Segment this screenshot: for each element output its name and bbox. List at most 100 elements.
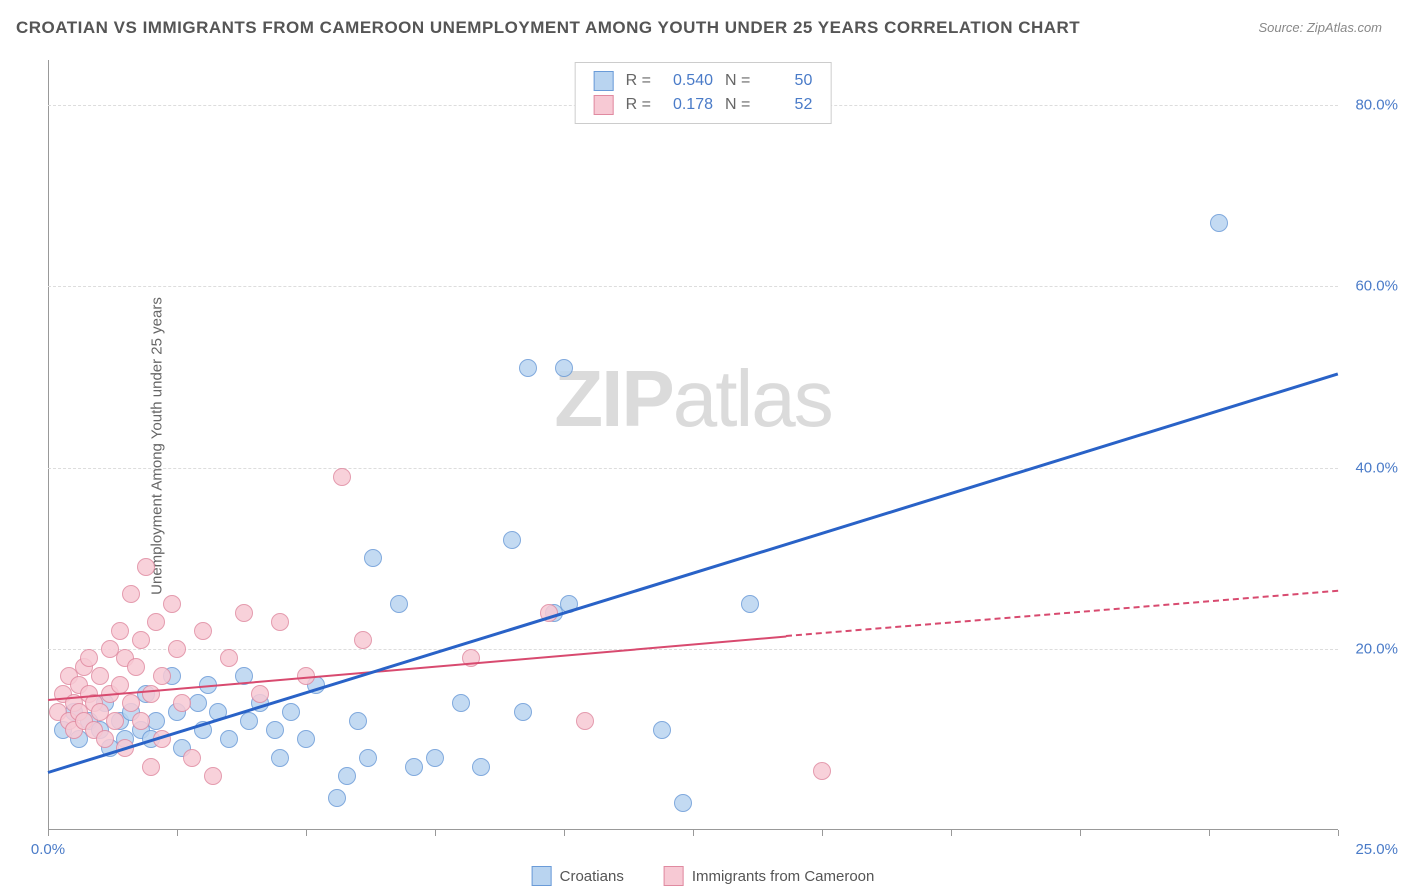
data-point — [282, 703, 300, 721]
data-point — [674, 794, 692, 812]
data-point — [426, 749, 444, 767]
x-tick-label: 0.0% — [31, 841, 65, 858]
data-point — [1210, 214, 1228, 232]
data-point — [220, 649, 238, 667]
gridline — [48, 286, 1338, 287]
data-point — [555, 359, 573, 377]
y-tick-label: 80.0% — [1343, 97, 1398, 114]
data-point — [328, 789, 346, 807]
data-point — [80, 649, 98, 667]
data-point — [452, 694, 470, 712]
y-tick-label: 40.0% — [1343, 459, 1398, 476]
data-point — [189, 694, 207, 712]
data-point — [204, 767, 222, 785]
data-point — [122, 585, 140, 603]
data-point — [271, 613, 289, 631]
data-point — [163, 595, 181, 613]
data-point — [349, 712, 367, 730]
plot-area: ZIPatlas 20.0%40.0%60.0%80.0%0.0%25.0% — [48, 60, 1338, 830]
data-point — [137, 558, 155, 576]
data-point — [364, 549, 382, 567]
n-label: N = — [725, 69, 750, 93]
r-value-2: 0.178 — [663, 93, 713, 117]
data-point — [147, 613, 165, 631]
data-point — [168, 640, 186, 658]
x-tick-mark — [822, 830, 823, 836]
stats-legend-box: R = 0.540 N = 50 R = 0.178 N = 52 — [575, 62, 832, 124]
data-point — [271, 749, 289, 767]
x-tick-mark — [1338, 830, 1339, 836]
n-value-1: 50 — [762, 69, 812, 93]
x-tick-mark — [1080, 830, 1081, 836]
y-tick-label: 20.0% — [1343, 640, 1398, 657]
gridline — [48, 649, 1338, 650]
data-point — [741, 595, 759, 613]
regression-line — [48, 373, 1339, 774]
regression-line — [786, 590, 1338, 637]
source-label: Source: ZipAtlas.com — [1258, 20, 1382, 35]
swatch-cameroon-icon — [664, 866, 684, 886]
y-tick-label: 60.0% — [1343, 278, 1398, 295]
watermark: ZIPatlas — [554, 353, 831, 445]
stats-row-1: R = 0.540 N = 50 — [594, 69, 813, 93]
x-tick-label: 25.0% — [1343, 841, 1398, 858]
data-point — [240, 712, 258, 730]
data-point — [251, 685, 269, 703]
legend-item-croatians: Croatians — [532, 866, 624, 886]
data-point — [405, 758, 423, 776]
data-point — [132, 631, 150, 649]
n-value-2: 52 — [762, 93, 812, 117]
r-label: R = — [626, 93, 651, 117]
x-tick-mark — [435, 830, 436, 836]
data-point — [266, 721, 284, 739]
stats-row-2: R = 0.178 N = 52 — [594, 93, 813, 117]
data-point — [153, 667, 171, 685]
data-point — [235, 604, 253, 622]
data-point — [503, 531, 521, 549]
r-value-1: 0.540 — [663, 69, 713, 93]
x-tick-mark — [48, 830, 49, 836]
x-tick-mark — [306, 830, 307, 836]
x-tick-mark — [951, 830, 952, 836]
x-tick-mark — [177, 830, 178, 836]
data-point — [653, 721, 671, 739]
data-point — [297, 730, 315, 748]
data-point — [338, 767, 356, 785]
data-point — [111, 622, 129, 640]
data-point — [142, 685, 160, 703]
swatch-croatians — [594, 71, 614, 91]
x-tick-mark — [564, 830, 565, 836]
data-point — [142, 758, 160, 776]
data-point — [132, 712, 150, 730]
data-point — [576, 712, 594, 730]
data-point — [390, 595, 408, 613]
swatch-cameroon — [594, 95, 614, 115]
legend-label-1: Croatians — [560, 868, 624, 885]
data-point — [122, 694, 140, 712]
data-point — [173, 694, 191, 712]
gridline — [48, 468, 1338, 469]
data-point — [194, 622, 212, 640]
data-point — [354, 631, 372, 649]
data-point — [96, 730, 114, 748]
data-point — [813, 762, 831, 780]
data-point — [183, 749, 201, 767]
data-point — [333, 468, 351, 486]
data-point — [514, 703, 532, 721]
data-point — [91, 667, 109, 685]
r-label: R = — [626, 69, 651, 93]
data-point — [127, 658, 145, 676]
data-point — [147, 712, 165, 730]
data-point — [359, 749, 377, 767]
legend-item-cameroon: Immigrants from Cameroon — [664, 866, 875, 886]
chart-title: CROATIAN VS IMMIGRANTS FROM CAMEROON UNE… — [16, 18, 1080, 38]
x-tick-mark — [1209, 830, 1210, 836]
data-point — [472, 758, 490, 776]
legend-label-2: Immigrants from Cameroon — [692, 868, 875, 885]
swatch-croatians-icon — [532, 866, 552, 886]
watermark-rest: atlas — [673, 354, 832, 443]
n-label: N = — [725, 93, 750, 117]
data-point — [519, 359, 537, 377]
data-point — [106, 712, 124, 730]
data-point — [220, 730, 238, 748]
